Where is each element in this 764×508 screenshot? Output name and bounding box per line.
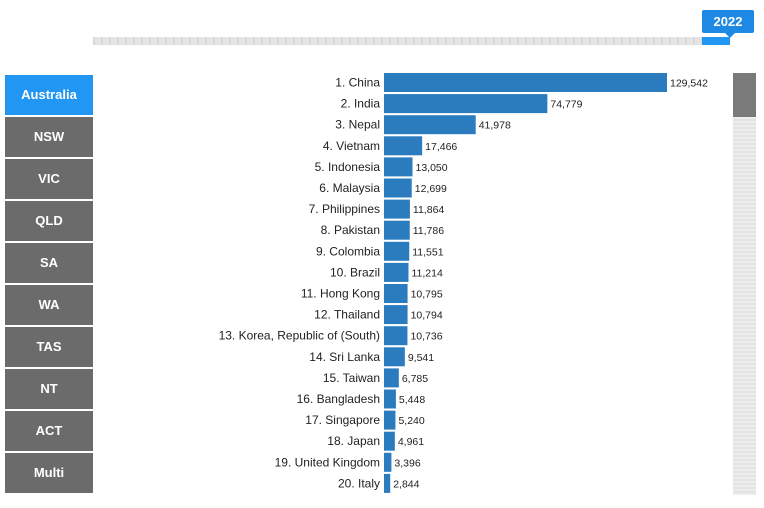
region-tab-nt[interactable]: NT	[5, 369, 93, 409]
category-label: 14. Sri Lanka	[309, 350, 380, 364]
value-label: 129,542	[670, 78, 708, 90]
bar[interactable]	[384, 136, 423, 156]
bar[interactable]	[384, 368, 399, 388]
category-label: 1. China	[335, 76, 380, 90]
region-tab-tas[interactable]: TAS	[5, 327, 93, 367]
category-label: 2. India	[341, 97, 381, 111]
category-label: 17. Singapore	[305, 413, 380, 427]
bar[interactable]	[384, 305, 408, 325]
value-label: 11,214	[411, 267, 442, 279]
category-label: 4. Vietnam	[323, 139, 380, 153]
value-label: 3,396	[394, 457, 420, 469]
bar[interactable]	[384, 241, 410, 261]
bar[interactable]	[384, 73, 667, 92]
year-slider-fill	[702, 37, 730, 45]
bar[interactable]	[384, 284, 408, 303]
region-tab-sa[interactable]: SA	[5, 243, 93, 283]
region-tab-australia[interactable]: Australia	[5, 75, 93, 115]
category-label: 6. Malaysia	[319, 181, 380, 195]
bar[interactable]	[384, 262, 409, 282]
bar[interactable]	[384, 431, 395, 451]
value-label: 11,864	[413, 204, 444, 216]
value-label: 17,466	[425, 141, 457, 153]
value-label: 5,240	[398, 415, 424, 427]
bar[interactable]	[384, 157, 413, 177]
year-slider-track[interactable]	[93, 37, 730, 45]
region-tab-act[interactable]: ACT	[5, 411, 93, 451]
value-label: 13,050	[416, 162, 448, 174]
value-label: 6,785	[402, 373, 428, 385]
value-label: 41,978	[479, 120, 511, 132]
value-label: 10,795	[411, 289, 443, 301]
category-label: 8. Pakistan	[321, 223, 380, 237]
category-label: 16. Bangladesh	[297, 392, 380, 406]
value-label: 12,699	[415, 183, 447, 195]
bar[interactable]	[384, 347, 405, 367]
value-label: 10,736	[410, 331, 442, 343]
value-label: 11,551	[412, 246, 443, 258]
region-tab-qld[interactable]: QLD	[5, 201, 93, 241]
category-label: 5. Indonesia	[315, 160, 381, 174]
category-label: 3. Nepal	[335, 118, 380, 132]
bar[interactable]	[384, 326, 408, 346]
bar[interactable]	[384, 410, 396, 430]
region-tab-wa[interactable]: WA	[5, 285, 93, 325]
region-tab-multi[interactable]: Multi	[5, 453, 93, 493]
category-label: 7. Philippines	[309, 202, 380, 216]
category-label: 10. Brazil	[330, 265, 380, 279]
bar-chart: 1. China 129,542 2. India 74,779 3. Nepal 41,…	[219, 73, 708, 493]
category-label: 20. Italy	[338, 476, 380, 490]
category-label: 11. Hong Kong	[301, 287, 380, 301]
category-label: 13. Korea, Republic of (South)	[219, 329, 380, 343]
value-label: 4,961	[398, 436, 424, 448]
bar[interactable]	[384, 452, 392, 472]
year-badge[interactable]: 2022	[702, 10, 754, 33]
bar[interactable]	[384, 94, 548, 114]
year-badge-pointer-icon	[725, 33, 735, 38]
value-label: 11,786	[413, 225, 444, 237]
bar[interactable]	[384, 473, 391, 493]
value-label: 2,844	[393, 478, 419, 490]
bar[interactable]	[384, 115, 476, 135]
bar[interactable]	[384, 220, 410, 240]
category-label: 12. Thailand	[314, 308, 380, 322]
region-tab-nsw[interactable]: NSW	[5, 117, 93, 157]
value-label: 10,794	[411, 310, 443, 322]
category-label: 9. Colombia	[316, 244, 380, 258]
scrollbar-track[interactable]	[733, 73, 756, 495]
bar[interactable]	[384, 178, 412, 198]
bar[interactable]	[384, 199, 410, 219]
category-label: 18. Japan	[327, 434, 380, 448]
region-tab-vic[interactable]: VIC	[5, 159, 93, 199]
category-label: 19. United Kingdom	[275, 455, 380, 469]
value-label: 74,779	[550, 99, 582, 111]
region-tabs: Australia NSW VIC QLD SA WA TAS NT ACT Multi	[5, 75, 93, 495]
value-label: 9,541	[408, 352, 434, 364]
bar[interactable]	[384, 389, 396, 409]
scrollbar-thumb[interactable]	[733, 73, 756, 117]
year-slider[interactable]: 2022	[0, 0, 764, 50]
category-label: 15. Taiwan	[323, 371, 380, 385]
value-label: 5,448	[399, 394, 425, 406]
